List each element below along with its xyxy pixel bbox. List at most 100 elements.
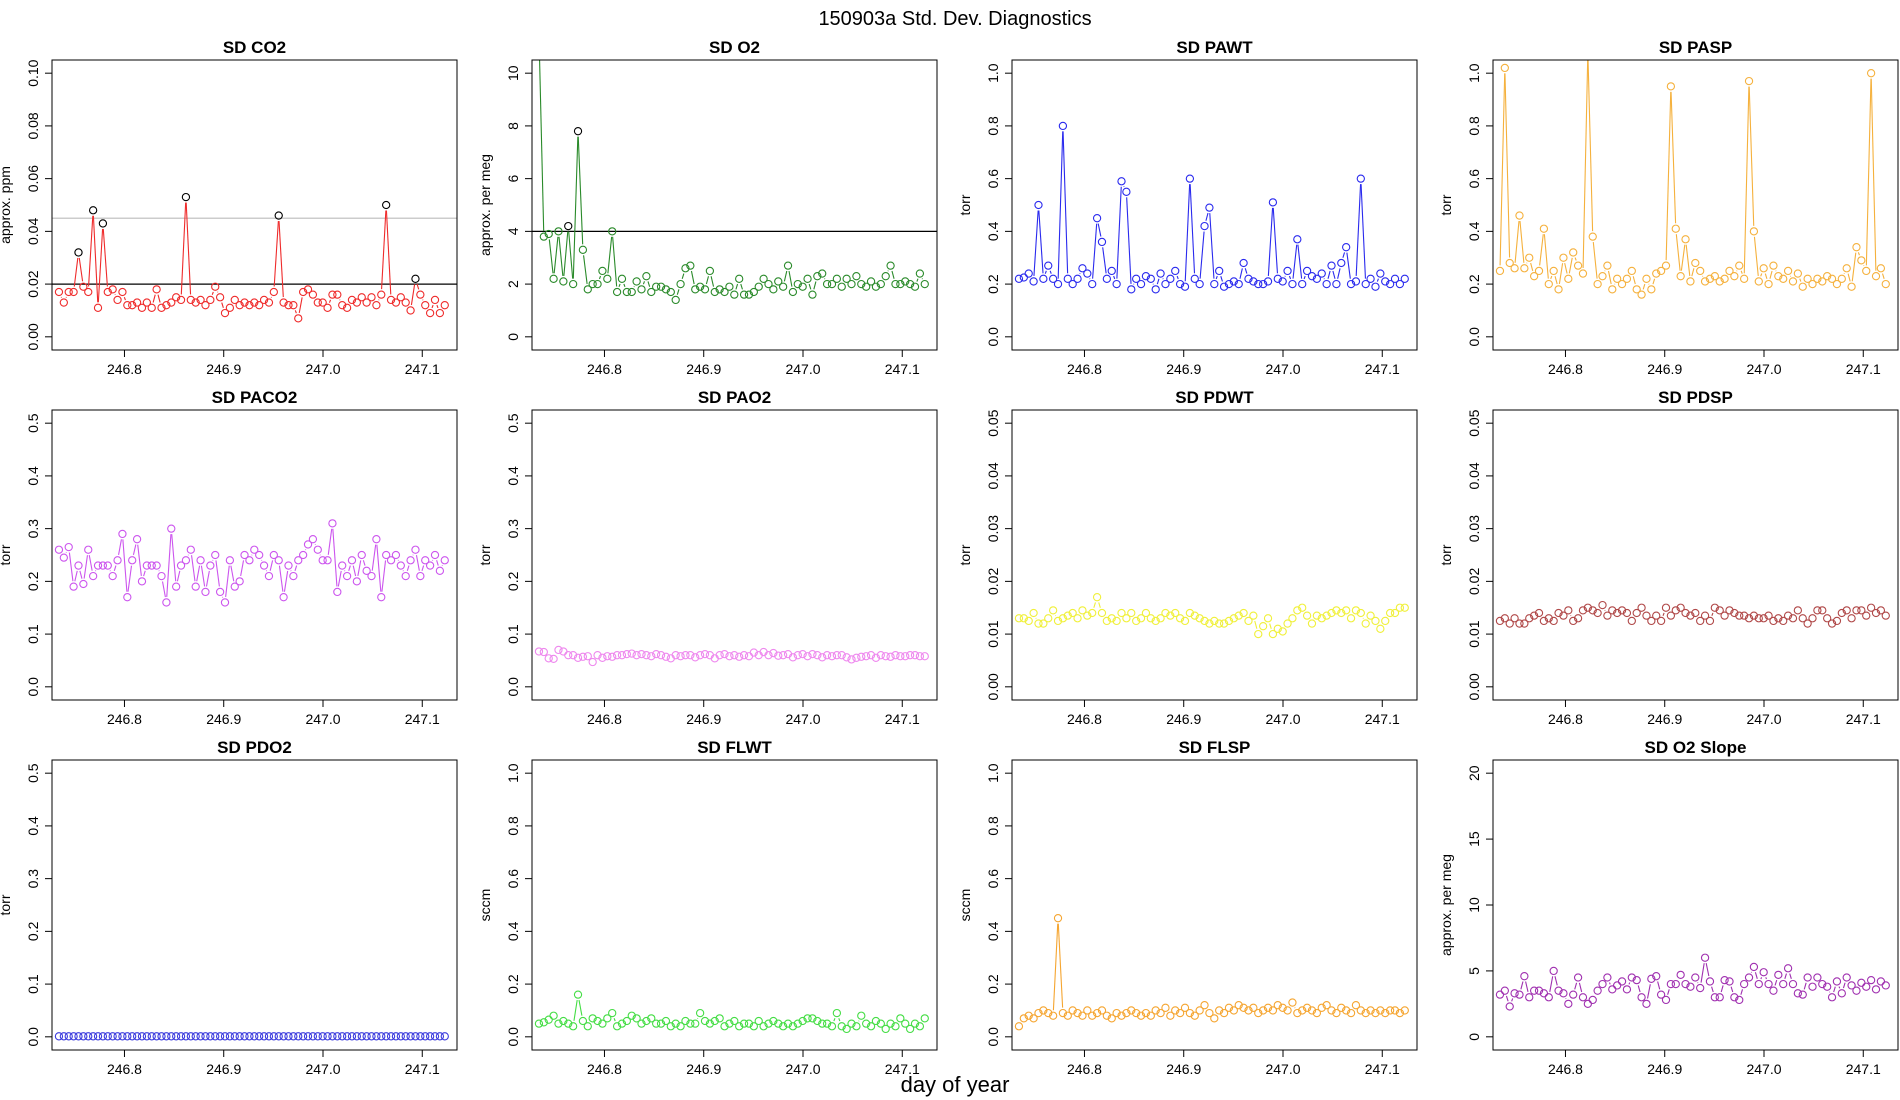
series-segment [1126,197,1132,284]
series-segment [1514,220,1520,263]
data-point [847,1019,856,1028]
data-point [681,651,690,660]
data-point [652,282,661,291]
data-point [264,571,274,581]
series-segment [1662,612,1665,616]
data-point [303,285,313,294]
plot-area [1014,593,1409,639]
data-point [1866,69,1876,78]
data-point [1842,264,1851,273]
data-point [1681,608,1690,618]
data-point [372,1032,381,1041]
data-point [1500,986,1509,995]
y-tick-label: 0.2 [1466,274,1482,294]
data-point [1666,979,1676,989]
x-tick-label: 247.0 [1265,1061,1300,1077]
data-point [778,282,788,291]
data-point [1656,616,1666,626]
y-tick-label: 0.4 [985,921,1001,941]
series-line [539,60,923,295]
series-segment [583,255,588,284]
data-point [1019,1014,1028,1023]
data-point [1332,606,1341,615]
data-point [715,651,724,660]
data-point [401,1032,410,1041]
data-point [1676,603,1685,612]
data-point [1808,982,1817,991]
data-point [1385,279,1395,289]
y-tick-label: 0.8 [505,816,521,836]
data-point [416,571,425,581]
plot-frame [1011,409,1418,701]
data-point [1210,616,1219,626]
data-point [69,1032,78,1041]
data-point [128,556,137,565]
data-point [1273,1001,1282,1010]
series-segment [190,555,196,582]
series-segment [1632,276,1636,285]
plot-area [534,990,929,1034]
y-tick-label: 0.04 [1466,462,1482,489]
data-point [1132,616,1141,626]
data-point [1381,1008,1390,1018]
panel-title: SD PAWT [1176,38,1253,57]
series-segment [211,291,214,295]
data-point [622,287,632,297]
data-point [240,298,249,307]
data-point [1088,1011,1097,1020]
data-point [813,1016,822,1026]
data-point [1857,978,1866,987]
series-line [60,202,439,314]
series-segment [436,304,439,309]
data-point [1661,261,1671,270]
series-segment [1646,984,1651,999]
data-point [535,30,542,37]
data-point [1881,611,1890,620]
data-point [827,279,837,289]
x-tick-label: 246.9 [1166,1061,1201,1077]
data-point [1356,1006,1365,1015]
series-segment [1838,986,1841,989]
series-segment [618,283,621,288]
data-point [1720,975,1729,985]
data-point [905,651,915,660]
data-point [1656,266,1666,276]
series-segment [196,565,201,582]
data-point [583,1022,592,1031]
data-point [1298,279,1307,289]
x-tick-label: 246.8 [107,711,142,727]
data-point [1029,1014,1038,1023]
y-tick-label: 0.05 [985,409,1001,436]
data-point [1097,608,1107,618]
data-point [1578,993,1588,1002]
data-point [1053,616,1063,626]
data-point [1317,1003,1326,1012]
data-point [1097,1006,1107,1015]
data-point [827,652,837,661]
data-point [1559,253,1568,262]
data-point [1058,121,1068,131]
data-point [1073,614,1082,623]
data-point [79,579,88,589]
data-point [118,529,127,539]
x-tick-label: 246.8 [587,711,622,727]
data-point [1254,629,1263,639]
x-tick-label: 247.1 [885,361,920,377]
data-point [749,648,758,657]
series-segment [1558,263,1564,285]
data-point [1569,990,1578,999]
series-segment [1044,270,1047,274]
data-point [1307,619,1317,628]
data-point [744,652,754,661]
series-segment [1764,273,1768,279]
series-line [65,528,443,598]
series-segment [278,221,284,298]
data-point [1578,606,1588,615]
data-point [1268,629,1278,639]
data-point [1744,973,1754,982]
x-tick-label: 246.9 [686,361,721,377]
data-point [1827,619,1837,628]
data-point [1117,1011,1126,1020]
data-point [788,1022,798,1031]
data-point [1210,1014,1219,1023]
